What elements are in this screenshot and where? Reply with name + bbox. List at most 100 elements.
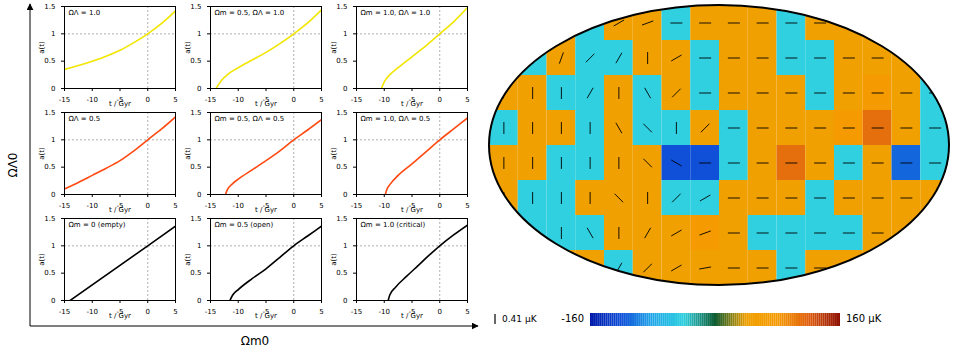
svg-text:-10: -10: [87, 96, 98, 104]
svg-text:t / Gyr: t / Gyr: [109, 312, 131, 320]
svg-text:-10: -10: [379, 308, 390, 316]
svg-text:1: 1: [197, 30, 201, 38]
svg-text:-15: -15: [59, 202, 70, 210]
svg-text:0.5: 0.5: [190, 269, 201, 277]
svg-text:0: 0: [51, 297, 55, 305]
svg-text:0: 0: [438, 96, 442, 104]
svg-text:t / Gyr: t / Gyr: [255, 206, 277, 214]
svg-text:0.5: 0.5: [336, 57, 347, 65]
svg-text:1: 1: [343, 242, 347, 250]
svg-text:0: 0: [197, 85, 201, 93]
svg-text:a(t): a(t): [184, 41, 192, 54]
svg-text:-10: -10: [233, 308, 244, 316]
svg-text:1: 1: [51, 242, 55, 250]
svg-text:Ωm = 1.0, ΩΛ = 0.5: Ωm = 1.0, ΩΛ = 0.5: [361, 115, 431, 123]
svg-text:a(t): a(t): [330, 147, 338, 160]
svg-text:-15: -15: [59, 308, 70, 316]
svg-text:t / Gyr: t / Gyr: [255, 100, 277, 108]
svg-text:t / Gyr: t / Gyr: [401, 100, 423, 108]
svg-text:1.5: 1.5: [336, 3, 347, 11]
svg-text:t / Gyr: t / Gyr: [401, 206, 423, 214]
svg-text:0: 0: [343, 85, 347, 93]
svg-text:0: 0: [292, 202, 296, 210]
svg-text:Ωm = 0 (empty): Ωm = 0 (empty): [69, 221, 126, 229]
svg-text:5: 5: [465, 96, 469, 104]
svg-text:5: 5: [319, 202, 323, 210]
svg-text:-15: -15: [351, 96, 362, 104]
svg-text:1.5: 1.5: [190, 109, 201, 117]
svg-text:1: 1: [343, 136, 347, 144]
svg-text:a(t): a(t): [38, 147, 46, 160]
svg-text:t / Gyr: t / Gyr: [255, 312, 277, 320]
svg-text:a(t): a(t): [38, 41, 46, 54]
svg-text:-10: -10: [87, 308, 98, 316]
svg-text:t / Gyr: t / Gyr: [109, 206, 131, 214]
svg-text:0: 0: [146, 202, 150, 210]
svg-text:1.5: 1.5: [190, 215, 201, 223]
svg-text:0.5: 0.5: [190, 163, 201, 171]
svg-text:ΩΛ = 1.0: ΩΛ = 1.0: [69, 9, 101, 17]
svg-text:0.5: 0.5: [44, 163, 55, 171]
svg-text:1.5: 1.5: [44, 109, 55, 117]
svg-text:5: 5: [465, 308, 469, 316]
svg-text:1.5: 1.5: [44, 3, 55, 11]
svg-text:0.5: 0.5: [44, 57, 55, 65]
svg-text:-15: -15: [205, 96, 216, 104]
svg-text:5: 5: [173, 96, 177, 104]
svg-text:0.5: 0.5: [190, 57, 201, 65]
svg-text:a(t): a(t): [184, 147, 192, 160]
svg-text:1.5: 1.5: [44, 215, 55, 223]
svg-text:-15: -15: [351, 308, 362, 316]
svg-text:1.5: 1.5: [190, 3, 201, 11]
svg-text:-15: -15: [351, 202, 362, 210]
svg-text:0: 0: [51, 85, 55, 93]
svg-text:-10: -10: [233, 96, 244, 104]
svg-text:5: 5: [319, 308, 323, 316]
svg-text:1: 1: [51, 30, 55, 38]
svg-text:a(t): a(t): [330, 41, 338, 54]
svg-text:-15: -15: [205, 202, 216, 210]
svg-text:Ωm = 1.0 (critical): Ωm = 1.0 (critical): [361, 221, 426, 229]
svg-text:0: 0: [343, 297, 347, 305]
svg-text:-15: -15: [59, 96, 70, 104]
svg-text:5: 5: [465, 202, 469, 210]
svg-text:-10: -10: [233, 202, 244, 210]
svg-text:0.5: 0.5: [44, 269, 55, 277]
svg-text:a(t): a(t): [184, 253, 192, 266]
svg-text:0: 0: [343, 191, 347, 199]
svg-text:a(t): a(t): [330, 253, 338, 266]
svg-text:ΩΛ0: ΩΛ0: [6, 152, 20, 177]
svg-text:1.5: 1.5: [336, 109, 347, 117]
svg-text:-10: -10: [379, 202, 390, 210]
svg-text:5: 5: [173, 308, 177, 316]
svg-text:1: 1: [197, 242, 201, 250]
svg-text:Ωm = 0.5 (open): Ωm = 0.5 (open): [215, 221, 274, 229]
svg-text:5: 5: [173, 202, 177, 210]
svg-text:0: 0: [438, 308, 442, 316]
svg-text:t / Gyr: t / Gyr: [109, 100, 131, 108]
svg-text:-10: -10: [87, 202, 98, 210]
svg-text:0: 0: [197, 191, 201, 199]
svg-text:0: 0: [292, 96, 296, 104]
svg-text:1: 1: [343, 30, 347, 38]
svg-text:5: 5: [319, 96, 323, 104]
svg-text:a(t): a(t): [38, 253, 46, 266]
svg-text:0: 0: [51, 191, 55, 199]
svg-text:-10: -10: [379, 96, 390, 104]
svg-text:0: 0: [146, 308, 150, 316]
svg-text:0: 0: [292, 308, 296, 316]
svg-text:1.5: 1.5: [336, 215, 347, 223]
svg-text:-15: -15: [205, 308, 216, 316]
svg-text:t / Gyr: t / Gyr: [401, 312, 423, 320]
svg-text:Ωm = 1.0, ΩΛ = 1.0: Ωm = 1.0, ΩΛ = 1.0: [361, 9, 431, 17]
svg-text:1: 1: [51, 136, 55, 144]
svg-text:Ωm = 0.5, ΩΛ = 1.0: Ωm = 0.5, ΩΛ = 1.0: [215, 9, 285, 17]
svg-text:0: 0: [197, 297, 201, 305]
svg-text:1: 1: [197, 136, 201, 144]
svg-text:0: 0: [438, 202, 442, 210]
svg-text:ΩΛ = 0.5: ΩΛ = 0.5: [69, 115, 101, 123]
svg-text:0: 0: [146, 96, 150, 104]
svg-text:Ωm0: Ωm0: [241, 334, 270, 348]
svg-text:Ωm = 0.5, ΩΛ = 0.5: Ωm = 0.5, ΩΛ = 0.5: [215, 115, 285, 123]
svg-text:0.5: 0.5: [336, 163, 347, 171]
